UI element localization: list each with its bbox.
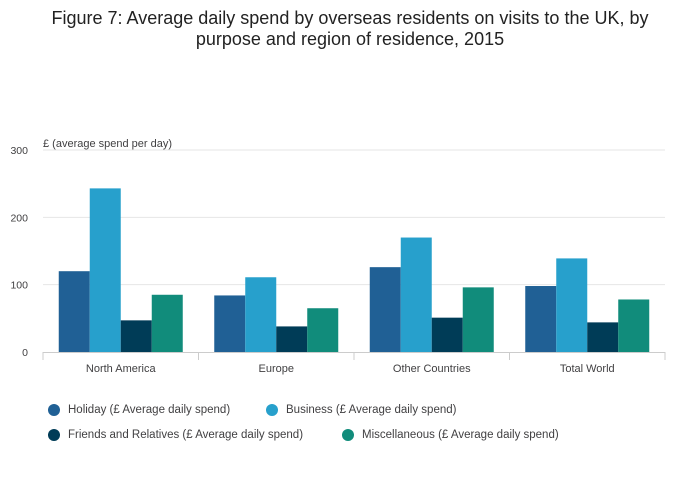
bar[interactable] bbox=[369, 267, 401, 352]
y-tick-label: 0 bbox=[22, 347, 28, 359]
legend-swatch bbox=[342, 429, 354, 441]
y-axis-ticks: 0 100 200 300 bbox=[10, 145, 28, 359]
bar[interactable] bbox=[151, 294, 183, 352]
bar[interactable] bbox=[618, 299, 650, 352]
legend-item[interactable]: Friends and Relatives (£ Average daily s… bbox=[48, 429, 303, 441]
legend-item[interactable]: Miscellaneous (£ Average daily spend) bbox=[342, 429, 559, 441]
bars bbox=[58, 188, 650, 352]
bar[interactable] bbox=[462, 287, 494, 352]
bar[interactable] bbox=[587, 322, 619, 352]
y-axis-label: £ (average spend per day) bbox=[43, 138, 172, 150]
legend-label: Business (£ Average daily spend) bbox=[286, 404, 457, 416]
x-tick-label: Total World bbox=[560, 363, 615, 375]
x-tick-label: Europe bbox=[259, 363, 294, 375]
chart-title: Figure 7: Average daily spend by oversea… bbox=[51, 8, 649, 49]
legend-item[interactable]: Holiday (£ Average daily spend) bbox=[48, 404, 230, 416]
bar[interactable] bbox=[431, 317, 463, 352]
legend-swatch bbox=[48, 429, 60, 441]
legend-item[interactable]: Business (£ Average daily spend) bbox=[266, 404, 456, 416]
legend-swatch bbox=[48, 404, 60, 416]
bar[interactable] bbox=[276, 326, 308, 352]
legend-label: Holiday (£ Average daily spend) bbox=[68, 404, 231, 416]
x-tick-label: North America bbox=[86, 363, 157, 375]
bar[interactable] bbox=[307, 308, 339, 352]
bar[interactable] bbox=[245, 277, 277, 352]
legend-swatch bbox=[266, 404, 278, 416]
x-tick-label: Other Countries bbox=[393, 363, 471, 375]
legend-label: Friends and Relatives (£ Average daily s… bbox=[68, 429, 304, 441]
legend-label: Miscellaneous (£ Average daily spend) bbox=[362, 429, 559, 441]
bar[interactable] bbox=[214, 295, 246, 352]
bar[interactable] bbox=[58, 271, 90, 352]
bar[interactable] bbox=[89, 188, 121, 352]
y-tick-label: 300 bbox=[10, 145, 28, 157]
bar-chart: 0 100 200 300 £ (average spend per day) Nor… bbox=[10, 138, 666, 375]
bar[interactable] bbox=[120, 320, 152, 352]
bar[interactable] bbox=[525, 286, 557, 352]
bar[interactable] bbox=[400, 237, 432, 352]
y-tick-label: 100 bbox=[10, 280, 28, 292]
y-tick-label: 200 bbox=[10, 212, 28, 224]
x-axis: North America Europe Other Countries Total … bbox=[42, 352, 666, 375]
bar[interactable] bbox=[556, 258, 588, 352]
